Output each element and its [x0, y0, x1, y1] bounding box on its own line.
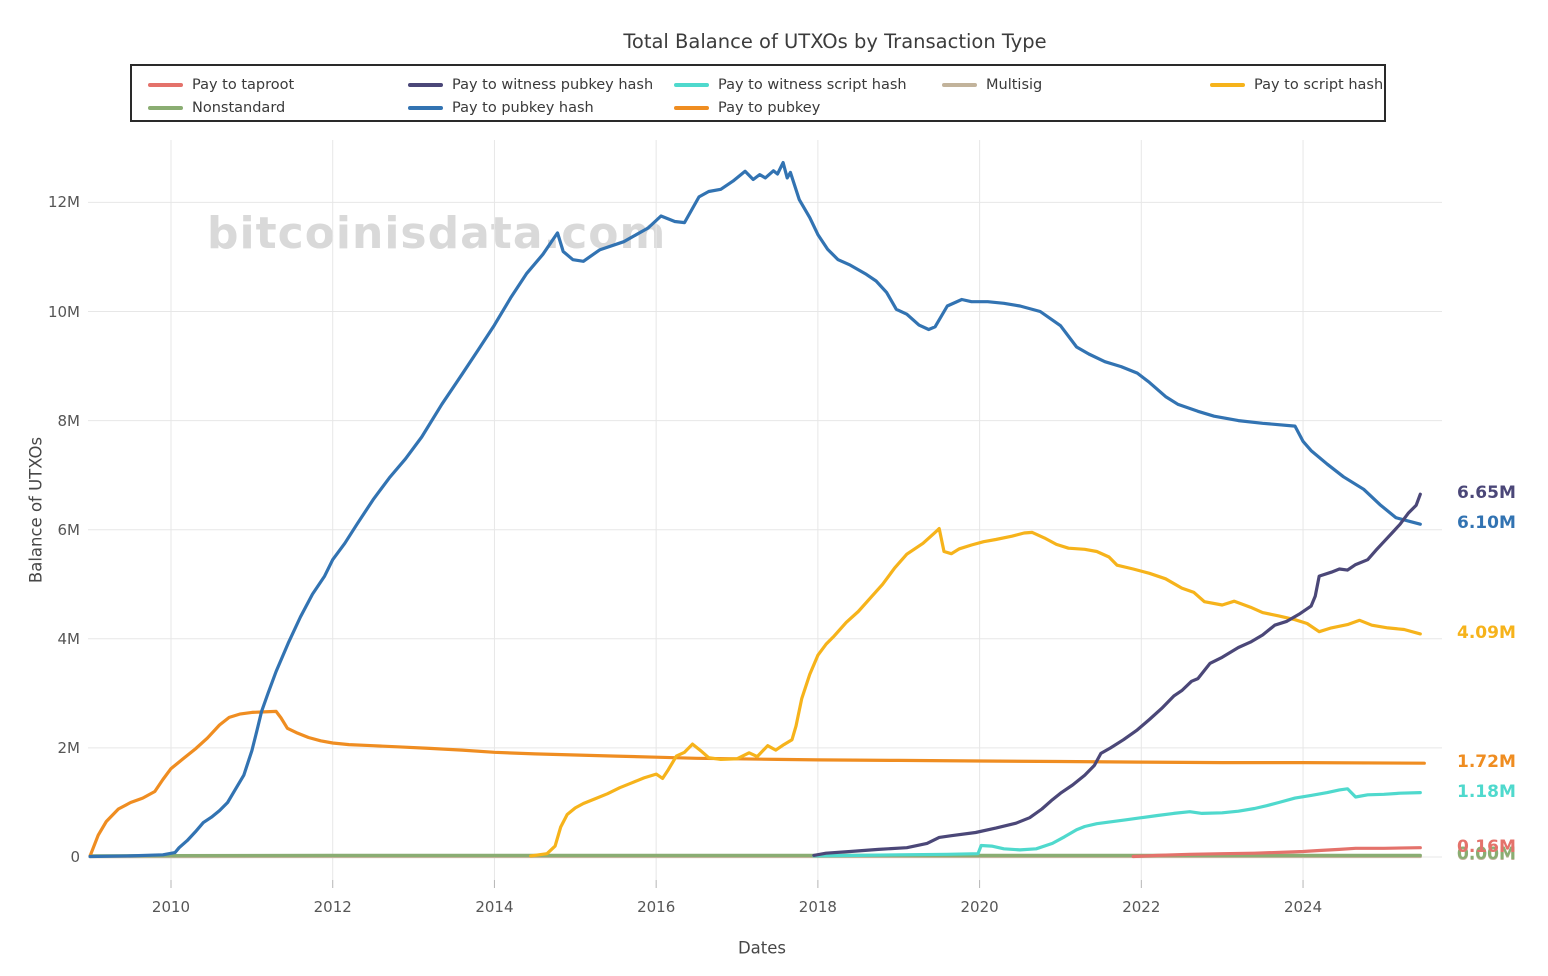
x-axis-title: Dates: [737, 938, 787, 958]
x-tick-label-2022: 2022: [1122, 898, 1161, 916]
x-tick-label-2020: 2020: [960, 898, 999, 916]
x-tick-label-2016: 2016: [637, 898, 676, 916]
series-line-pay_to_witness_pubkey_hash[interactable]: [812, 492, 1422, 857]
y-tick-label-6M: 6M: [57, 520, 81, 539]
chart-title: Total Balance of UTXOs by Transaction Ty…: [623, 30, 1047, 53]
legend-item-nonstandard[interactable]: Nonstandard: [148, 97, 285, 119]
legend-label-nonstandard: Nonstandard: [192, 100, 286, 116]
legend-label-pay_to_script_hash: Pay to script hash: [1254, 77, 1384, 93]
legend-item-multisig[interactable]: Multisig: [942, 74, 1042, 96]
end-label-multisig: 0.00M: [1457, 845, 1516, 866]
watermark: bitcoinisdata.com: [207, 208, 667, 259]
legend-label-pay_to_taproot: Pay to taproot: [192, 77, 295, 93]
legend-label-pay_to_pubkey_hash: Pay to pubkey hash: [452, 100, 594, 116]
legend: Pay to taproot Pay to witness pubkey hash…: [130, 64, 1386, 122]
legend-label-multisig: Multisig: [986, 77, 1043, 93]
legend-swatch-pay_to_script_hash: [1210, 82, 1245, 88]
legend-label-pay_to_pubkey: Pay to pubkey: [718, 100, 821, 116]
series-line-pay_to_pubkey[interactable]: [88, 709, 1426, 858]
legend-swatch-pay_to_taproot: [148, 82, 183, 88]
legend-swatch-pay_to_witness_pubkey_hash: [408, 82, 443, 88]
x-tick-label-2012: 2012: [313, 898, 352, 916]
y-tick-label-12M: 12M: [47, 193, 80, 212]
end-label-pay_to_pubkey_hash: 6.10M: [1457, 513, 1516, 534]
y-tick-label-4M: 4M: [57, 629, 81, 648]
x-tick-label-2014: 2014: [475, 898, 514, 916]
legend-label-pay_to_witness_pubkey_hash: Pay to witness pubkey hash: [452, 77, 654, 93]
legend-item-pay_to_witness_script_hash[interactable]: Pay to witness script hash: [674, 74, 907, 96]
legend-item-pay_to_pubkey[interactable]: Pay to pubkey: [674, 97, 820, 119]
legend-swatch-pay_to_pubkey: [674, 105, 709, 111]
y-tick-label-8M: 8M: [57, 411, 81, 430]
legend-swatch-multisig: [942, 82, 977, 88]
end-label-pay_to_witness_script_hash: 1.18M: [1457, 781, 1516, 802]
end-label-nonstandard: 0.00M: [1457, 844, 1516, 865]
y-axis-title: Balance of UTXOs: [26, 436, 46, 584]
legend-item-pay_to_script_hash[interactable]: Pay to script hash: [1210, 74, 1383, 96]
series-line-pay_to_script_hash[interactable]: [529, 527, 1422, 858]
legend-item-pay_to_pubkey_hash[interactable]: Pay to pubkey hash: [408, 97, 594, 119]
legend-swatch-nonstandard: [148, 105, 183, 111]
end-label-pay_to_taproot: 0.16M: [1457, 836, 1516, 857]
legend-swatch-pay_to_pubkey_hash: [408, 105, 443, 111]
series-line-pay_to_witness_script_hash[interactable]: [812, 787, 1422, 858]
end-label-pay_to_script_hash: 4.09M: [1457, 622, 1516, 643]
end-label-pay_to_witness_pubkey_hash: 6.65M: [1457, 483, 1516, 504]
end-label-pay_to_pubkey: 1.72M: [1457, 752, 1516, 773]
series-line-pay_to_taproot[interactable]: [1131, 846, 1422, 859]
legend-label-pay_to_witness_script_hash: Pay to witness script hash: [718, 77, 907, 93]
legend-item-pay_to_taproot[interactable]: Pay to taproot: [148, 74, 294, 96]
y-tick-label-2M: 2M: [57, 738, 81, 757]
x-tick-label-2018: 2018: [798, 898, 837, 916]
legend-item-pay_to_witness_pubkey_hash[interactable]: Pay to witness pubkey hash: [408, 74, 653, 96]
x-tick-label-2024: 2024: [1283, 898, 1323, 916]
y-tick-label-10M: 10M: [47, 302, 80, 321]
legend-swatch-pay_to_witness_script_hash: [674, 82, 709, 88]
y-tick-label-0: 0: [70, 848, 80, 866]
series-line-nonstandard[interactable]: [88, 853, 1422, 858]
series-line-pay_to_pubkey_hash[interactable]: [88, 161, 1422, 859]
x-tick-label-2010: 2010: [151, 898, 191, 916]
